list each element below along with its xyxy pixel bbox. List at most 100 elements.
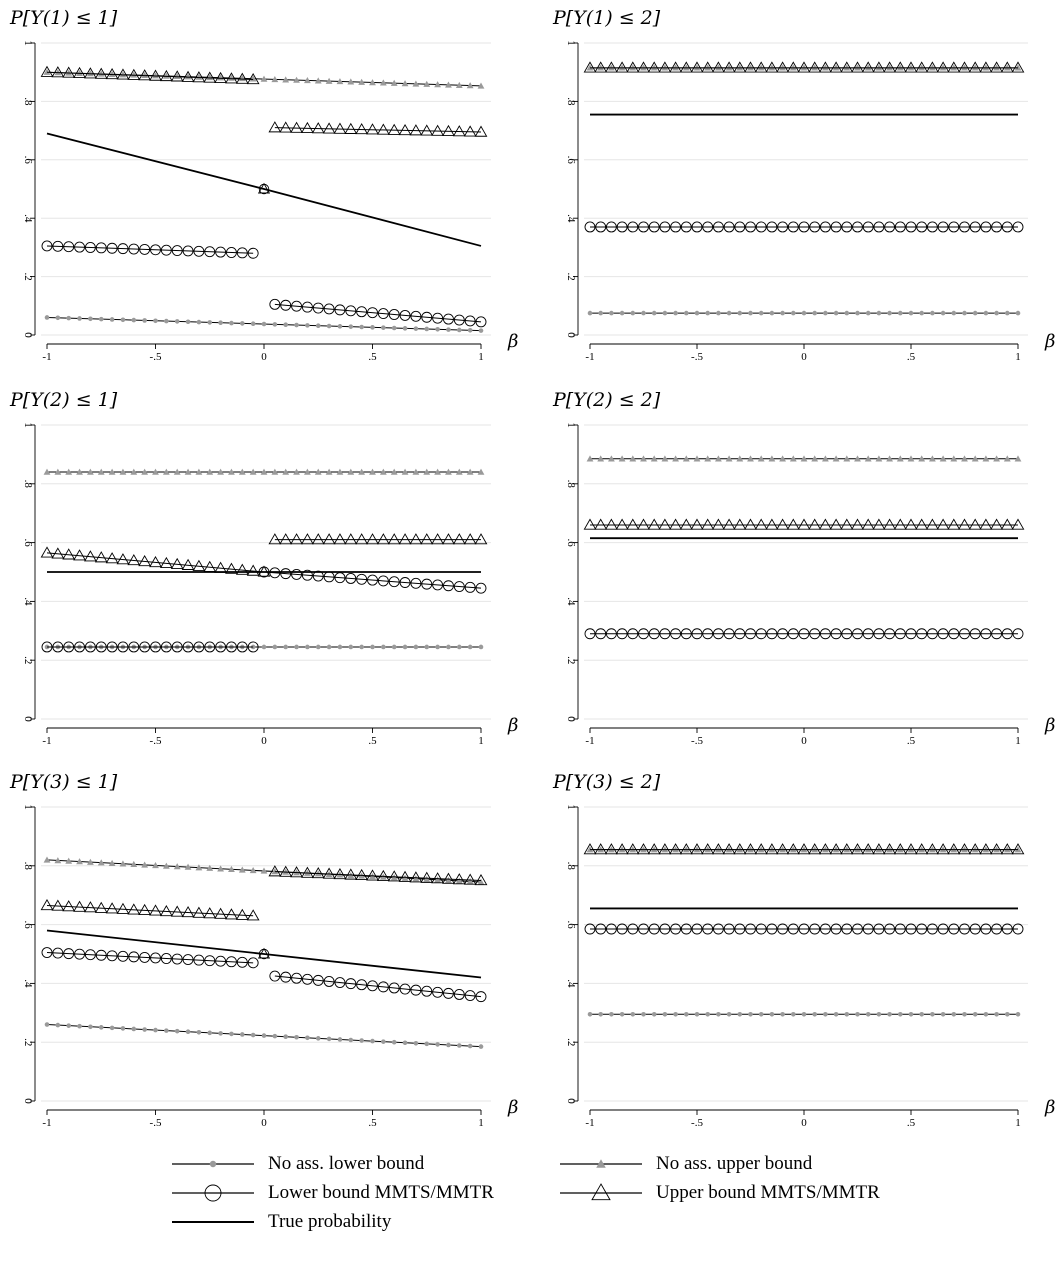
series-marker bbox=[765, 61, 779, 73]
series-marker bbox=[184, 468, 192, 475]
series-marker bbox=[442, 872, 455, 884]
series-marker bbox=[841, 923, 853, 935]
series-marker bbox=[345, 978, 357, 990]
series-marker bbox=[673, 310, 678, 316]
series-marker bbox=[641, 310, 646, 316]
series-marker bbox=[379, 79, 387, 86]
series-marker bbox=[798, 923, 810, 935]
series-marker bbox=[463, 125, 477, 137]
series-line bbox=[46, 71, 254, 80]
series-marker bbox=[409, 533, 423, 545]
series-marker bbox=[120, 1026, 126, 1031]
x-tick-label: 0 bbox=[801, 351, 807, 363]
series-marker bbox=[108, 468, 116, 475]
point-marker bbox=[257, 182, 271, 194]
series-marker bbox=[477, 82, 485, 89]
series-marker bbox=[95, 949, 107, 961]
series-marker bbox=[744, 518, 757, 530]
series-marker bbox=[432, 579, 444, 591]
series-marker bbox=[52, 240, 64, 252]
legend-label: True probability bbox=[268, 1211, 392, 1232]
series-marker bbox=[904, 61, 918, 73]
series-marker bbox=[312, 302, 324, 314]
series-marker bbox=[758, 310, 764, 316]
y-tick-label: .4 bbox=[565, 597, 577, 606]
series-marker bbox=[734, 923, 746, 935]
series-marker bbox=[173, 468, 181, 475]
series-marker bbox=[170, 70, 184, 82]
series-marker bbox=[641, 1011, 646, 1017]
series-marker bbox=[432, 986, 444, 998]
series-marker bbox=[207, 1030, 213, 1036]
series-marker bbox=[464, 990, 476, 1001]
series-marker bbox=[647, 518, 661, 530]
series-marker bbox=[399, 983, 411, 995]
series-marker bbox=[616, 221, 628, 233]
series-marker bbox=[466, 82, 474, 89]
series-marker bbox=[475, 316, 487, 328]
series-marker bbox=[658, 843, 672, 855]
legend-symbol-solid bbox=[172, 1221, 254, 1223]
x-tick-label: 0 bbox=[801, 735, 807, 747]
series-marker bbox=[128, 951, 140, 963]
series-marker bbox=[108, 859, 116, 866]
chart-panel: P[Y(3) ≤ 2] 0 .2 .4 .6 .8 1 -1 -.5 0 .5 1 β bbox=[552, 771, 1055, 1129]
series-marker bbox=[915, 518, 929, 530]
series-marker bbox=[283, 1034, 289, 1039]
series-marker bbox=[301, 121, 314, 134]
series-marker bbox=[640, 455, 647, 462]
series-marker bbox=[413, 644, 419, 650]
y-tick-label: .2 bbox=[565, 272, 577, 280]
series-marker bbox=[65, 857, 73, 864]
series-marker bbox=[905, 221, 917, 233]
series-marker bbox=[217, 865, 224, 872]
legend: No ass. lower bound No ass. upper bound … bbox=[170, 1150, 970, 1260]
series-marker bbox=[887, 310, 892, 316]
legend-label: No ass. lower bound bbox=[268, 1153, 425, 1174]
series-marker bbox=[412, 875, 420, 882]
series-marker bbox=[819, 61, 832, 73]
series-marker bbox=[236, 956, 248, 968]
chart-panel: P[Y(2) ≤ 1] 0 .2 .4 .6 .8 1 -1 -.5 0 .5 1 β bbox=[9, 389, 518, 747]
series-marker bbox=[862, 221, 874, 233]
series-marker bbox=[54, 857, 62, 864]
series-marker bbox=[261, 321, 267, 327]
series-marker bbox=[463, 533, 477, 545]
series-marker bbox=[160, 641, 172, 653]
series-marker bbox=[926, 221, 938, 233]
series-marker bbox=[106, 242, 118, 254]
series-marker bbox=[51, 899, 65, 911]
series-marker bbox=[852, 628, 863, 640]
series-marker bbox=[672, 455, 679, 462]
series-marker bbox=[876, 1011, 882, 1017]
series-marker bbox=[97, 70, 105, 77]
series-marker bbox=[149, 555, 162, 568]
series-marker bbox=[704, 455, 712, 462]
series-marker bbox=[120, 317, 126, 323]
series-marker bbox=[84, 550, 97, 562]
series-marker bbox=[236, 641, 248, 653]
series-marker bbox=[800, 455, 808, 462]
series-line bbox=[274, 127, 482, 133]
series-marker bbox=[638, 923, 649, 935]
y-tick-label: 1 bbox=[565, 40, 577, 46]
series-marker bbox=[159, 556, 173, 569]
series-marker bbox=[754, 518, 768, 530]
series-marker bbox=[326, 1036, 332, 1042]
series-marker bbox=[182, 954, 194, 966]
series-marker bbox=[98, 316, 104, 322]
series-marker bbox=[345, 573, 357, 584]
series-marker bbox=[250, 321, 256, 327]
series-marker bbox=[304, 468, 311, 475]
series-marker bbox=[929, 455, 936, 462]
series-marker bbox=[119, 71, 127, 78]
chart-panel: P[Y(3) ≤ 1] 0 .2 .4 .6 .8 1 -1 -.5 0 .5 1 β bbox=[9, 771, 518, 1129]
series-marker bbox=[311, 122, 325, 134]
series-marker bbox=[1005, 1011, 1010, 1017]
series-marker bbox=[829, 61, 843, 73]
series-marker bbox=[409, 124, 423, 136]
series-marker bbox=[693, 455, 701, 462]
series-marker bbox=[776, 518, 789, 530]
series-marker bbox=[808, 843, 822, 855]
series-marker bbox=[442, 533, 455, 545]
